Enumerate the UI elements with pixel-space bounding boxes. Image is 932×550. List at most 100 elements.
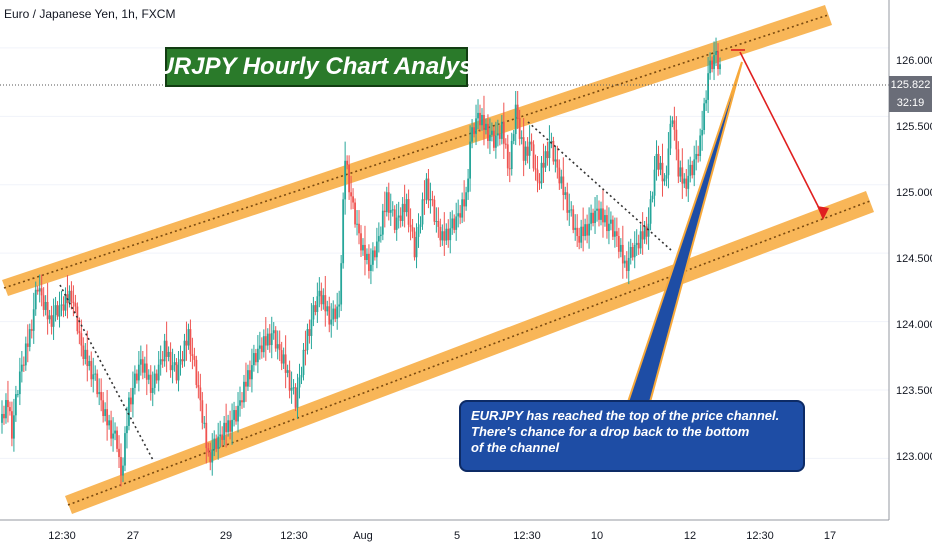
candle: [711, 56, 713, 73]
candle-body: [564, 192, 567, 195]
candle: [502, 102, 505, 160]
analysis-callout: EURJPY has reached the top of the price …: [459, 400, 805, 472]
candle: [66, 275, 69, 319]
candle: [195, 355, 198, 389]
candle: [189, 319, 192, 362]
candle-body: [395, 217, 398, 230]
candle-body: [38, 288, 41, 292]
candle-body: [9, 407, 11, 412]
candle: [1, 400, 3, 434]
candle-body: [245, 381, 247, 387]
candle: [22, 356, 25, 372]
candle-body: [13, 415, 15, 439]
candle-body: [237, 405, 239, 422]
candle: [604, 209, 606, 227]
candle-body: [358, 223, 360, 234]
candle: [677, 141, 680, 184]
candle: [280, 341, 283, 371]
candle-body: [231, 419, 233, 432]
candle-body: [610, 219, 612, 224]
candle: [512, 130, 515, 145]
candle: [264, 317, 267, 361]
candle: [98, 378, 101, 406]
candle-body: [217, 436, 220, 449]
candle: [518, 109, 521, 146]
x-tick-label: 12:30: [280, 530, 308, 542]
candle: [520, 130, 523, 145]
candle: [330, 303, 333, 338]
candle: [135, 369, 138, 384]
candle-body: [239, 400, 241, 406]
candle-body: [195, 359, 198, 385]
x-tick-label: 27: [126, 530, 140, 542]
candle: [249, 360, 251, 387]
candle-body: [64, 294, 67, 311]
candle-body: [572, 209, 575, 230]
candle: [34, 281, 37, 316]
candle: [560, 169, 563, 189]
candle-body: [372, 250, 374, 265]
candle: [239, 386, 241, 417]
candle-body: [366, 253, 368, 260]
candle: [126, 406, 128, 449]
candle: [58, 291, 61, 328]
candle-body: [389, 210, 392, 213]
candle-body: [691, 164, 694, 176]
candle-body: [703, 103, 706, 130]
candle: [528, 125, 531, 169]
candle: [407, 189, 410, 233]
candle-body: [68, 290, 71, 304]
candle: [492, 126, 495, 152]
candle: [471, 119, 473, 149]
candle: [151, 371, 154, 407]
candle: [258, 331, 261, 360]
candle-body: [155, 373, 158, 381]
candle-body: [191, 354, 194, 357]
candle: [570, 201, 573, 217]
candle-body: [177, 364, 180, 381]
candle-body: [500, 121, 503, 139]
candle: [370, 248, 372, 285]
candle: [631, 242, 634, 261]
candle: [270, 316, 273, 359]
candle: [715, 37, 717, 67]
candle-body: [592, 212, 594, 224]
candle-body: [457, 213, 460, 217]
candle: [86, 330, 89, 382]
candle-body: [90, 361, 93, 380]
candle-body: [324, 295, 327, 312]
candle: [300, 366, 303, 385]
candle-body: [435, 221, 438, 222]
candle: [498, 125, 501, 146]
candle: [24, 336, 27, 371]
candle-body: [697, 153, 700, 156]
candle: [633, 231, 636, 269]
candle: [500, 114, 503, 145]
candle-body: [203, 422, 206, 424]
candle: [598, 200, 600, 227]
candle: [588, 207, 590, 249]
candle-body: [453, 218, 456, 230]
candle-body: [318, 290, 321, 297]
candle: [667, 132, 670, 189]
x-tick-label: 12:30: [48, 530, 76, 542]
candle: [278, 330, 281, 362]
candle-body: [401, 203, 404, 221]
candle: [449, 211, 452, 254]
candle: [647, 207, 650, 250]
candle-body: [114, 430, 116, 434]
candle: [9, 401, 11, 416]
candle-body: [120, 457, 122, 476]
candle: [28, 323, 31, 352]
candle: [243, 374, 245, 408]
candle-body: [193, 356, 196, 360]
candle-body: [108, 420, 111, 426]
candle: [610, 211, 612, 231]
candle: [139, 345, 142, 376]
candle: [651, 191, 654, 203]
candle-body: [42, 295, 45, 310]
candle-body: [344, 160, 347, 200]
candle-body: [463, 199, 466, 207]
candle-body: [459, 213, 462, 218]
